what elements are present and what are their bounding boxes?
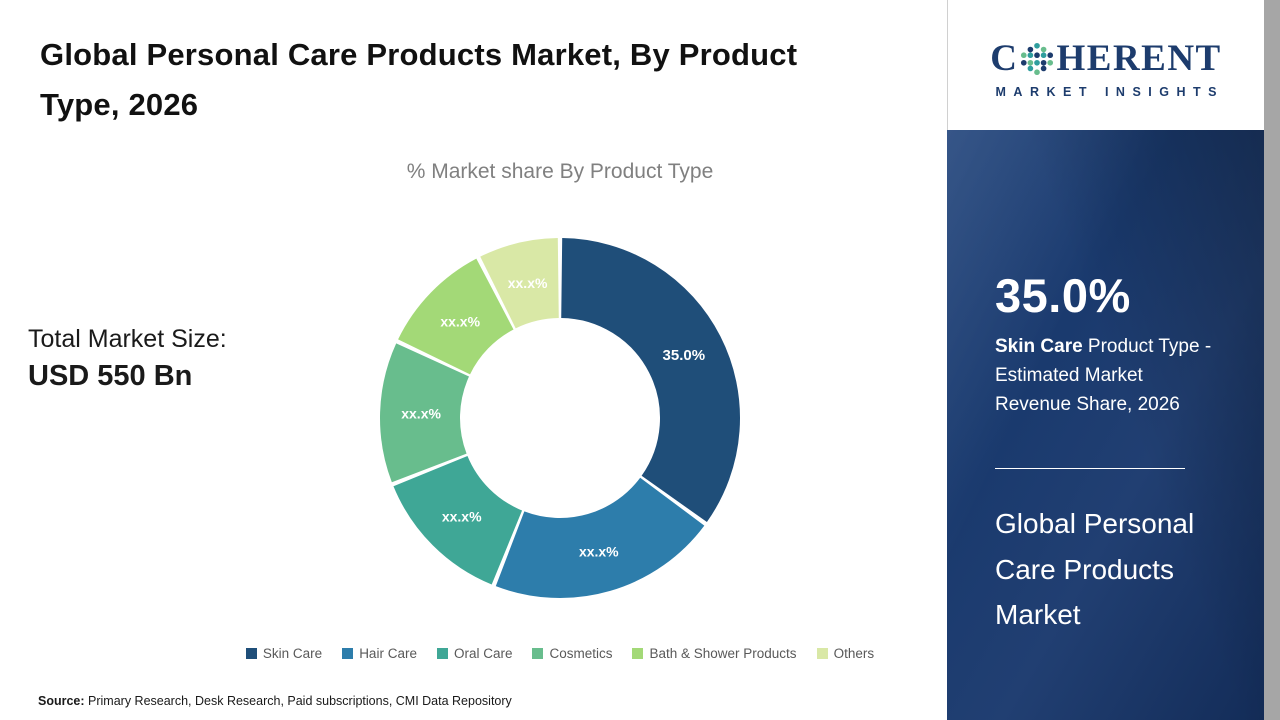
highlight-stat-label-rest: Product Type - Estimated Market Revenue … (995, 336, 1212, 415)
donut-slice-hair-care (495, 476, 705, 598)
brand-wordmark: C (990, 37, 1222, 80)
donut-slice-oral-care (393, 454, 524, 585)
legend-swatch (342, 648, 354, 659)
slice-label-bath-shower-products: xx.x% (440, 313, 480, 329)
legend-label: Bath & Shower Products (649, 646, 797, 661)
legend-swatch (632, 648, 644, 659)
highlight-stat-value: 35.0% (995, 269, 1131, 322)
legend-label: Cosmetics (549, 646, 613, 661)
legend-label: Oral Care (453, 646, 513, 661)
slice-label-hair-care: xx.x% (579, 544, 619, 560)
donut-chart-svg: 35.0% xx.x% xx.x% xx.x% xx.x% xx.x% (380, 238, 740, 598)
slice-label-cosmetics: xx.x% (401, 406, 441, 422)
slice-label-oral-care: xx.x% (442, 508, 482, 524)
chart-legend: Skin Care Hair Care Oral Care Cosmetics Bath… (175, 646, 945, 661)
brand-logo: C (947, 0, 1264, 130)
source-text: Primary Research, Desk Research, Paid su… (84, 694, 512, 708)
page-title: Global Personal Care Products Market, By… (40, 37, 798, 123)
legend-swatch (436, 648, 448, 659)
legend-label: Hair Care (359, 646, 417, 661)
market-size-label: Total Market Size: (28, 325, 227, 353)
slice-label-skin-care: 35.0% (663, 347, 706, 364)
donut-slice-others (480, 238, 561, 329)
legend-item-cosmetics: Cosmetics (532, 646, 612, 661)
chart-subtitle: % Market share By Product Type (406, 160, 714, 183)
legend-item-hair-care: Hair Care (342, 646, 417, 661)
legend-item-bath-shower-products: Bath & Shower Products (632, 646, 797, 661)
report-title: Global Personal Care Products Market (995, 507, 1195, 631)
highlight-stat-label-bold: Skin Care (995, 336, 1083, 357)
legend-item-oral-care: Oral Care (436, 646, 513, 661)
sidebar: C (947, 0, 1264, 720)
main-panel: Global Personal Care Products Market, By… (28, 37, 945, 708)
donut-slice-bath-shower-products (398, 258, 515, 376)
logo-text-left: C (990, 38, 1019, 79)
legend-swatch (245, 648, 257, 659)
brand-tagline: MARKET INSIGHTS (995, 85, 1224, 99)
slice-label-others: xx.x% (508, 275, 548, 291)
donut-slice-skin-care (560, 238, 740, 522)
right-edge-strip (1264, 0, 1280, 720)
sidebar-highlight-panel: 35.0% Skin Care Product Type - Estimated… (947, 130, 1264, 720)
donut-slice-cosmetics (380, 343, 470, 483)
legend-swatch (532, 648, 544, 659)
source-prefix: Source: (38, 694, 85, 708)
donut-chart: 35.0% xx.x% xx.x% xx.x% xx.x% xx.x% (370, 228, 750, 608)
sidebar-divider (995, 467, 1185, 469)
legend-swatch (816, 648, 828, 659)
legend-label: Skin Care (262, 646, 323, 661)
legend-label: Others (833, 646, 875, 661)
source-note: Source: Primary Research, Desk Research,… (38, 694, 512, 708)
market-size-value: USD 550 Bn (28, 360, 193, 392)
legend-item-others: Others (816, 646, 875, 661)
highlight-stat-label: Skin Care Product Type - Estimated Marke… (995, 333, 1223, 420)
logo-text-right: HERENT (1056, 38, 1222, 79)
legend-item-skin-care: Skin Care (245, 646, 323, 661)
total-market-size: Total Market Size: USD 550 Bn (28, 325, 227, 393)
logo-globe-icon (1021, 42, 1054, 75)
